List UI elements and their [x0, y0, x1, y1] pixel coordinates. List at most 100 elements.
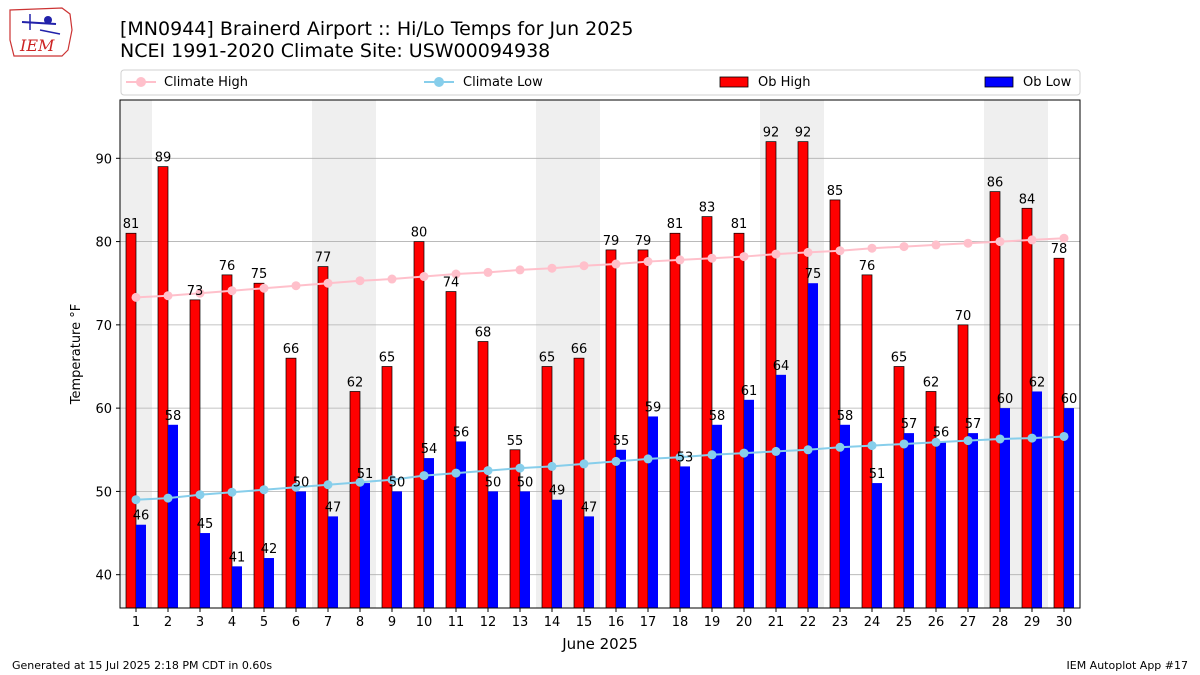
ob-low-bar-day-10	[424, 458, 434, 608]
climate-high-point-day-23	[835, 246, 845, 256]
ob-low-bar-day-7	[328, 516, 338, 608]
climate-low-point-day-17	[643, 454, 653, 464]
climate-high-point-day-20	[739, 252, 749, 262]
climate-high-point-day-2	[163, 291, 173, 301]
ob-low-bar-day-18	[680, 466, 690, 608]
x-tick-label-13: 13	[512, 615, 529, 630]
climate-high-point-day-12	[483, 267, 493, 277]
ob-low-label-day-25: 57	[901, 417, 918, 432]
climate-low-point-day-3	[195, 490, 205, 500]
ob-low-label-day-5: 42	[261, 542, 278, 557]
ob-low-bar-day-14	[552, 499, 562, 608]
climate-high-point-day-21	[771, 249, 781, 259]
climate-low-point-day-25	[899, 439, 909, 449]
ob-low-label-day-10: 54	[421, 442, 438, 457]
climate-low-point-day-20	[739, 448, 749, 458]
x-tick-label-24: 24	[864, 615, 881, 630]
climate-high-point-day-11	[451, 269, 461, 279]
legend-ob-high: Ob High	[719, 75, 811, 90]
ob-high-bar-day-22	[797, 141, 809, 609]
climate-low-point-day-5	[259, 485, 269, 495]
climate-low-point-day-14	[547, 461, 557, 471]
climate-high-line	[135, 237, 1065, 299]
x-tick-label-21: 21	[768, 615, 785, 630]
x-tick-label-30: 30	[1056, 615, 1073, 630]
x-tick-label-19: 19	[704, 615, 721, 630]
climate-high-point-day-25	[899, 242, 909, 252]
ob-low-bar-day-6	[296, 491, 306, 608]
ob-low-bar-day-30	[1064, 408, 1074, 608]
legend-label-climate-high: Climate High	[164, 75, 248, 90]
ob-low-label-day-17: 59	[645, 400, 662, 415]
climate-low-point-day-2	[163, 493, 173, 503]
ob-high-label-day-6: 66	[283, 342, 300, 357]
x-tick-label-8: 8	[356, 615, 364, 630]
climate-high-point-day-19	[707, 253, 717, 263]
x-axis-label: June 2025	[561, 635, 638, 653]
climate-high-point-day-10	[419, 272, 429, 282]
ob-high-label-day-17: 79	[635, 234, 652, 249]
y-tick-label-40: 40	[95, 569, 112, 584]
y-tick-label-80: 80	[95, 236, 112, 251]
x-tick-label-15: 15	[576, 615, 593, 630]
x-tick-label-25: 25	[896, 615, 913, 630]
ob-low-bar-day-9	[392, 491, 402, 608]
ob-low-label-day-26: 56	[933, 425, 950, 440]
x-axis-ticks: 1 2 3 4 5 6 7 8 9 10 11 12 13 14 15 16 17 18 19 20 21 22 23 24 2…	[132, 608, 1072, 630]
ob-low-label-day-28: 60	[997, 392, 1014, 407]
ob-high-label-day-22: 92	[795, 126, 812, 141]
ob-high-label-day-28: 86	[987, 176, 1004, 191]
ob-low-bar-day-27	[968, 433, 978, 608]
ob-high-label-day-29: 84	[1019, 192, 1036, 207]
ob-high-bar-day-5	[253, 282, 265, 609]
legend-label-ob-low: Ob Low	[1023, 75, 1072, 90]
y-tick-label-90: 90	[95, 152, 112, 167]
x-tick-label-17: 17	[640, 615, 657, 630]
ob-low-label-day-14: 49	[549, 484, 566, 499]
ob-high-bar-day-2	[157, 166, 169, 609]
ob-high-bar-day-1	[125, 232, 137, 609]
x-tick-label-26: 26	[928, 615, 945, 630]
ob-low-label-day-29: 62	[1029, 375, 1046, 390]
climate-high-point-day-7	[323, 278, 333, 288]
climate-high-point-day-26	[931, 240, 941, 250]
x-tick-label-5: 5	[260, 615, 268, 630]
ob-low-label-day-11: 56	[453, 425, 470, 440]
grid-lines	[120, 157, 1080, 576]
climate-low-point-day-15	[579, 459, 589, 469]
ob-low-bar-day-16	[616, 449, 626, 608]
climate-high-point-day-24	[867, 243, 877, 253]
climate-low-point-day-28	[995, 434, 1005, 444]
x-tick-label-12: 12	[480, 615, 497, 630]
climate-high-point-day-1	[131, 292, 141, 302]
x-tick-label-28: 28	[992, 615, 1009, 630]
ob-low-label-day-16: 55	[613, 434, 630, 449]
ob-high-label-day-14: 65	[539, 350, 556, 365]
legend-ob-low: Ob Low	[984, 75, 1072, 90]
y-tick-label-50: 50	[95, 485, 112, 500]
climate-high-point-day-22	[803, 247, 813, 257]
ob-low-bar-day-26	[936, 441, 946, 608]
ob-high-label-day-24: 76	[859, 259, 876, 274]
ob-high-bar-day-16	[605, 249, 617, 609]
legend-climate-high: Climate High	[126, 75, 248, 90]
ob-high-bar-day-18	[669, 232, 681, 609]
climate-low-point-day-4	[227, 487, 237, 497]
climate-high-point-day-6	[291, 281, 301, 291]
ob-low-label-day-21: 64	[773, 359, 790, 374]
ob-high-label-day-15: 66	[571, 342, 588, 357]
ob-low-bar-day-5	[264, 558, 274, 608]
climate-high-point-day-5	[259, 283, 269, 293]
climate-low-point-day-13	[515, 463, 525, 473]
ob-high-label-day-16: 79	[603, 234, 620, 249]
ob-high-label-day-26: 62	[923, 375, 940, 390]
ob-low-bar-day-19	[712, 424, 722, 608]
ob-high-label-day-12: 68	[475, 326, 492, 341]
climate-low-point-day-9	[387, 475, 397, 485]
ob-low-label-day-2: 58	[165, 409, 182, 424]
ob-high-bar-day-13	[509, 449, 521, 609]
climate-low-point-day-18	[675, 452, 685, 462]
ob-low-label-day-12: 50	[485, 475, 502, 490]
x-tick-label-20: 20	[736, 615, 753, 630]
ob-low-bar-day-22	[808, 283, 818, 608]
